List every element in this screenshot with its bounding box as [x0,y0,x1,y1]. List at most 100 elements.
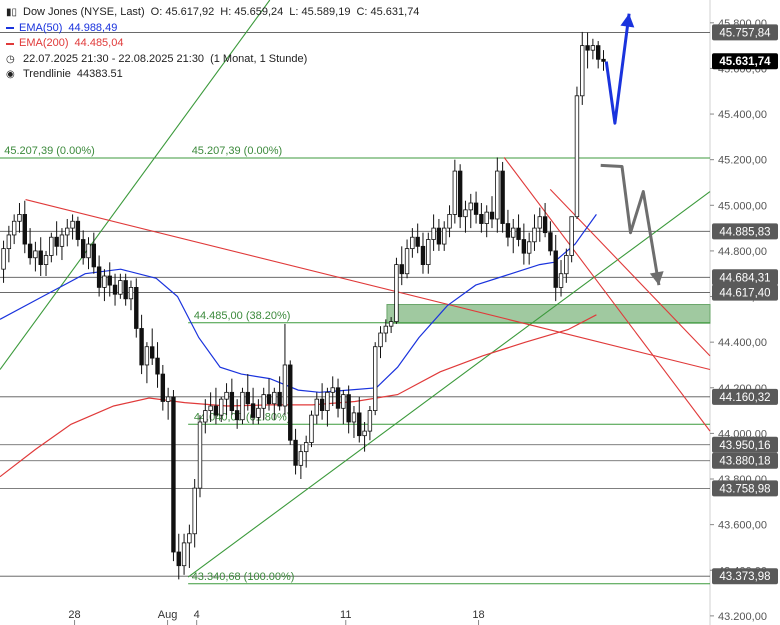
legend-trend-value: 44383.51 [76,68,123,80]
candle-body [511,227,516,238]
price-level-tag [712,568,778,585]
candle-body [516,227,521,240]
candle-body [75,220,81,240]
candle-body [150,346,155,359]
candle-body [240,391,245,421]
candle-body [229,391,235,411]
x-tick-label: 28 [68,609,80,621]
candle-body [436,227,442,245]
price-level-tag [712,480,778,497]
price-level-label: 44.160,32 [719,392,770,404]
candle-body [123,280,128,300]
candle-body [144,346,150,366]
price-level-tag [712,388,778,405]
candle-body [341,394,346,409]
candle-body [548,232,553,252]
current-price-tag [712,53,778,70]
candle-body [521,239,527,254]
candle-body [38,250,43,265]
candle-body [537,216,542,229]
candle-body [171,396,176,553]
ema50-swatch-icon [6,27,14,30]
candle-body [362,430,367,437]
ema200-line [0,314,597,478]
fib-level-label: 43.340,68 (100.00%) [192,571,295,583]
candle-body [203,410,208,423]
candle-body [367,410,373,432]
trendline [0,0,271,370]
price-level-label: 43.880,18 [719,456,770,468]
candle-body [22,214,27,245]
candle-body [415,236,420,247]
candle-body [532,227,537,243]
x-tick-label: 11 [340,609,351,621]
candle-body [118,280,123,295]
x-tick-label: 4 [194,609,200,621]
candle-body [43,255,49,265]
candle-body [574,95,580,218]
candle-body [468,202,473,211]
candle-body [192,487,197,535]
candle-body [208,405,213,411]
y-tick-label: 45.000,00 [718,200,767,212]
candle-body [373,346,378,411]
price-level-label: 44.617,40 [719,288,770,300]
fib-level-label: 45.207,39 (0.00%) [4,145,95,157]
candle-body [426,239,431,265]
candle-body [197,421,203,489]
candle-body [86,243,91,259]
candle-body [564,255,569,275]
price-level-tag [712,223,778,240]
price-level-label: 44.885,83 [719,226,770,238]
legend-high: H: 45.659,24 [220,6,284,18]
legend-instrument-row: ▮▯ Dow Jones (NYSE, Last) O: 45.617,92 H… [6,5,419,21]
legend-ema200-value: 44.485,04 [74,37,124,49]
candle-body [303,442,309,453]
candle-body [590,45,596,51]
legend-ema200-label: EMA(200) [19,37,69,49]
candle-body [388,321,394,327]
price-level-label: 43.950,16 [719,440,770,452]
candle-body [293,439,298,466]
candle-body [335,387,341,409]
candle-body [346,394,351,423]
candle-body [102,275,107,288]
candle-body [139,328,144,366]
candle-body [134,287,139,329]
candle-body [479,214,484,224]
clock-icon: ◷ [6,53,15,65]
candle-body [404,248,410,275]
legend-period-row: ◷ 22.07.2025 21:30 - 22.08.2025 21:30 (1… [6,52,419,68]
candle-body [288,364,293,441]
candle-body [489,211,495,220]
candle-body [314,398,319,416]
candle-body [298,451,304,466]
chart-legend: ▮▯ Dow Jones (NYSE, Last) O: 45.617,92 H… [6,5,419,83]
legend-low: L: 45.589,19 [289,6,351,18]
candle-body [383,325,389,334]
price-level-tag [712,284,778,301]
price-level-label: 44.684,31 [719,272,770,284]
candle-body [59,234,65,247]
candle-body [187,533,192,544]
candle-body [309,414,314,443]
candle-body [181,542,187,567]
candle-body [49,236,54,256]
candle-body [160,373,166,402]
legend-open: O: 45.617,92 [150,6,215,18]
ema50-line [0,214,597,393]
candle-body [6,234,12,250]
price-level-label: 45.757,84 [719,27,771,39]
price-level-tag [712,436,778,453]
y-tick-label: 43.200,00 [718,611,767,623]
candle-body [256,407,261,418]
candle-body [420,245,426,265]
y-tick-label: 44.400,00 [718,337,767,349]
bearish-arrowhead [649,271,664,286]
candle-body [80,239,86,259]
candle-body [399,264,404,275]
candle-body [558,273,564,288]
legend-trend-label: Trendlinie [23,68,71,80]
trendline [25,199,711,371]
